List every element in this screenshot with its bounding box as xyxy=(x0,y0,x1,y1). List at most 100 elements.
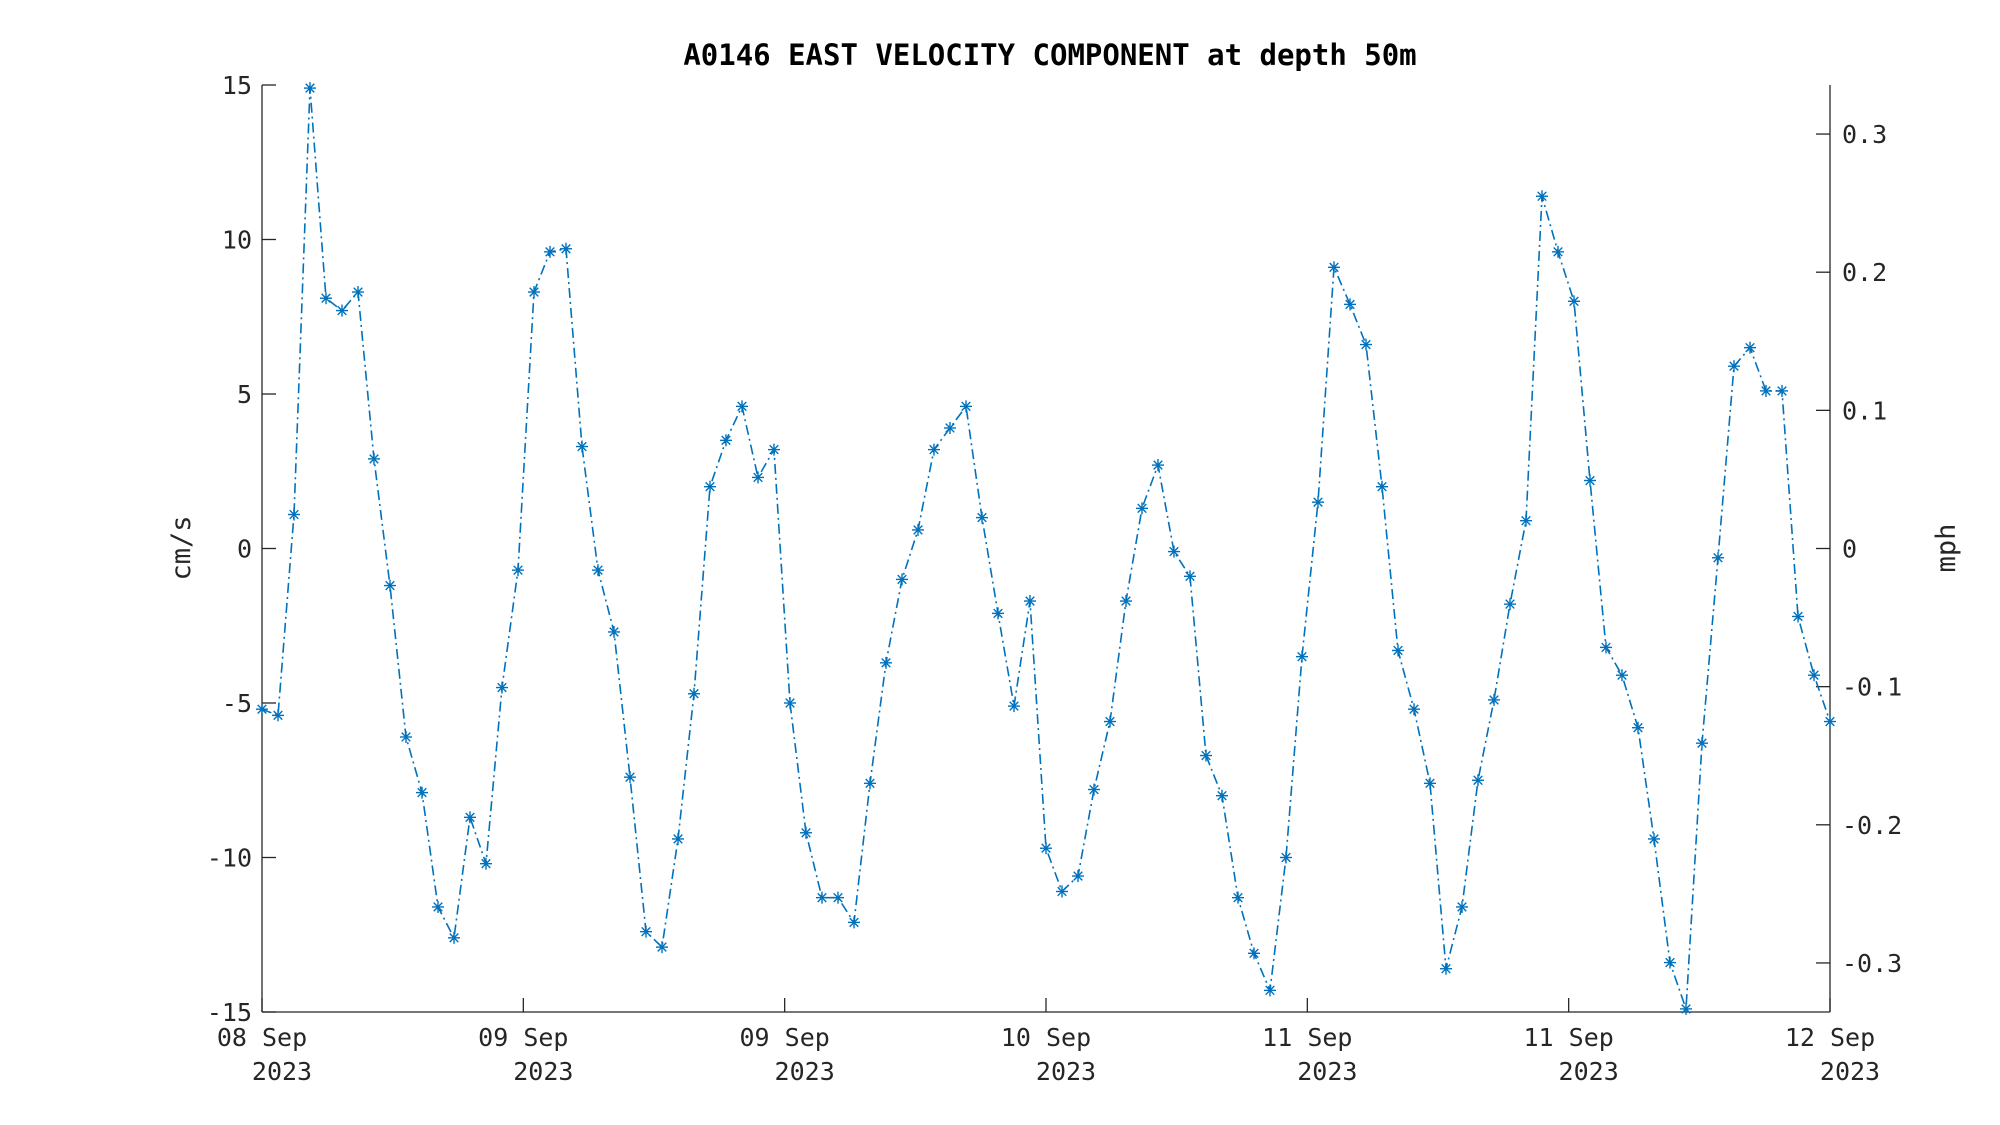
data-point xyxy=(1440,962,1452,975)
data-point xyxy=(1344,298,1356,311)
data-point xyxy=(944,421,956,434)
x-tick-label-year: 2023 xyxy=(1820,1057,1880,1086)
data-point xyxy=(1280,851,1292,864)
data-point xyxy=(1200,749,1212,762)
data-point xyxy=(1472,774,1484,787)
y-axis-label-right: mph xyxy=(1931,524,1962,573)
data-point xyxy=(848,916,860,929)
x-tick-label-date: 11 Sep xyxy=(1524,1023,1614,1052)
data-point xyxy=(576,440,588,453)
data-point xyxy=(528,286,540,299)
data-point xyxy=(1296,650,1308,663)
data-point xyxy=(1824,715,1836,728)
data-point xyxy=(1680,1002,1692,1015)
data-point xyxy=(1776,384,1788,397)
data-point xyxy=(1728,360,1740,373)
data-point xyxy=(1328,261,1340,274)
data-point xyxy=(1248,947,1260,960)
x-ticks: 08 Sep 2023 09 Sep 2023 09 Sep 2023 10 Sep 2023… xyxy=(217,998,1880,1086)
x-tick-label-date: 08 Sep xyxy=(217,1023,307,1052)
data-point xyxy=(1104,715,1116,728)
data-point xyxy=(1792,610,1804,623)
data-point xyxy=(976,511,988,524)
data-point xyxy=(560,242,572,255)
data-point xyxy=(736,400,748,413)
data-point xyxy=(464,811,476,824)
data-point xyxy=(1072,870,1084,883)
data-point xyxy=(1120,595,1132,608)
data-point xyxy=(1216,789,1228,802)
data-point xyxy=(384,579,396,592)
data-point xyxy=(256,703,268,716)
x-tick-label-date: 12 Sep xyxy=(1785,1023,1875,1052)
data-point xyxy=(1088,783,1100,796)
x-tick-label-year: 2023 xyxy=(1559,1057,1619,1086)
data-point xyxy=(1152,459,1164,472)
y-ticks-left: -15 -10 -5 0 5 10 15 xyxy=(207,71,276,1027)
data-point xyxy=(304,82,316,95)
data-point xyxy=(272,709,284,722)
data-point xyxy=(352,286,364,299)
data-point xyxy=(1264,984,1276,997)
y-tick-label-right: -0.2 xyxy=(1842,811,1902,840)
data-point xyxy=(1760,384,1772,397)
y-tick-label-right: 0.2 xyxy=(1842,258,1887,287)
data-point xyxy=(368,452,380,465)
y-tick-label-left: -15 xyxy=(207,998,252,1027)
data-point xyxy=(400,730,412,743)
series-markers xyxy=(256,82,1836,1015)
data-point xyxy=(1664,956,1676,969)
data-point xyxy=(1584,474,1596,487)
data-point xyxy=(512,564,524,577)
data-point xyxy=(800,826,812,839)
data-point xyxy=(896,573,908,586)
x-tick-label-date: 09 Sep xyxy=(478,1023,568,1052)
x-tick-label-year: 2023 xyxy=(1297,1057,1357,1086)
data-point xyxy=(1376,480,1388,493)
y-tick-label-left: -10 xyxy=(207,844,252,873)
data-point xyxy=(432,900,444,913)
data-point xyxy=(1632,721,1644,734)
chart-title: A0146 EAST VELOCITY COMPONENT at depth 5… xyxy=(683,38,1416,72)
data-point xyxy=(1808,669,1820,682)
data-point xyxy=(960,400,972,413)
y-ticks-right: -0.3 -0.2 -0.1 0 0.1 0.2 0.3 xyxy=(1816,120,1902,978)
data-point xyxy=(640,925,652,938)
data-point xyxy=(288,508,300,521)
x-tick-label-date: 09 Sep xyxy=(740,1023,830,1052)
data-point xyxy=(1408,703,1420,716)
data-point xyxy=(320,292,332,305)
data-point xyxy=(720,434,732,447)
data-point xyxy=(1552,245,1564,258)
y-tick-label-left: 5 xyxy=(237,380,252,409)
data-point xyxy=(784,697,796,709)
data-point xyxy=(416,786,428,799)
data-point xyxy=(1712,551,1724,564)
data-point xyxy=(1136,502,1148,515)
data-point xyxy=(880,656,892,669)
y-tick-label-right: 0 xyxy=(1842,535,1857,564)
data-point xyxy=(992,607,1004,620)
data-point xyxy=(672,832,684,845)
data-point xyxy=(1616,669,1628,682)
y-tick-label-left: 0 xyxy=(237,535,252,564)
y-tick-label-right: -0.1 xyxy=(1842,673,1902,702)
data-point xyxy=(704,480,716,493)
data-point xyxy=(544,245,556,258)
y-tick-label-right: 0.3 xyxy=(1842,120,1887,149)
data-point xyxy=(608,625,620,638)
data-point xyxy=(1312,496,1324,509)
data-point xyxy=(1696,737,1708,750)
data-point xyxy=(1056,885,1068,898)
data-point xyxy=(1744,341,1756,354)
data-point xyxy=(1536,190,1548,203)
data-point xyxy=(1488,693,1500,706)
data-point xyxy=(1424,777,1436,790)
data-point xyxy=(1040,842,1052,855)
x-tick-label-year: 2023 xyxy=(775,1057,835,1086)
data-point xyxy=(1008,700,1020,713)
data-point xyxy=(816,891,828,904)
data-point xyxy=(768,443,780,456)
data-point xyxy=(1648,832,1660,845)
